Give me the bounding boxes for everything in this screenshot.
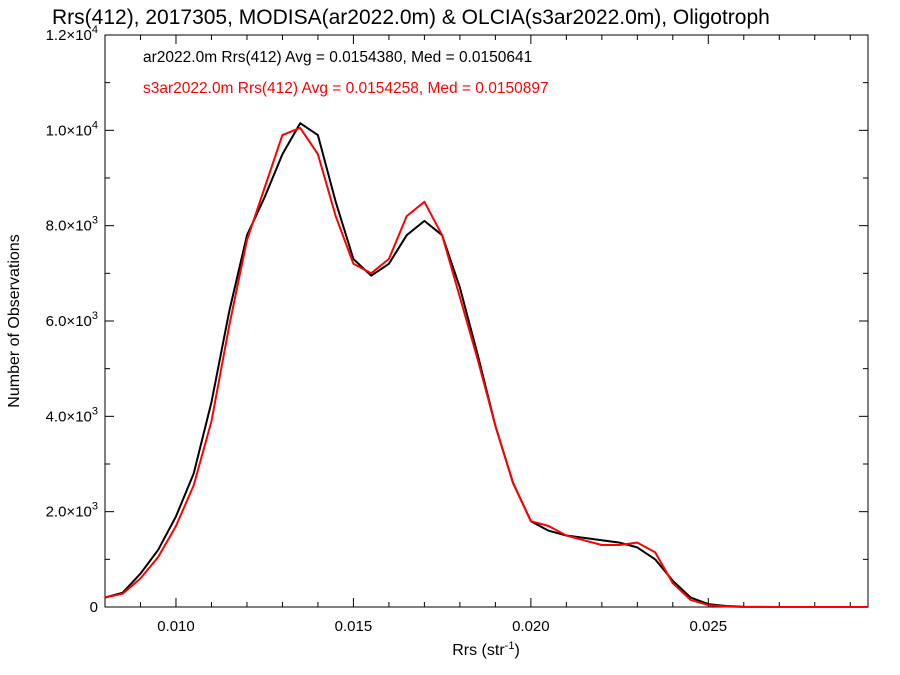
y-tick-label: 6.0×103	[46, 310, 98, 330]
y-tick-label: 0	[90, 599, 98, 616]
series-line-ar2022-0m	[104, 122, 868, 608]
x-tick-label: 0.015	[335, 618, 373, 635]
y-tick-label: 8.0×103	[46, 215, 98, 235]
y-tick-label: 1.0×104	[46, 119, 98, 139]
x-tick-labels: 0.010 0.015 0.020 0.025	[157, 618, 727, 635]
y-tick-label: 1.2×104	[46, 24, 98, 44]
y-axis-title: Number of Observations	[6, 234, 23, 407]
chart-title: Rrs(412), 2017305, MODISA(ar2022.0m) & O…	[52, 6, 770, 29]
legend-annotation-ar2022: ar2022.0m Rrs(412) Avg = 0.0154380, Med …	[143, 49, 532, 66]
axis-ticks	[104, 34, 868, 608]
x-tick-label: 0.025	[690, 618, 728, 635]
plot-frame	[104, 34, 869, 608]
x-tick-label: 0.020	[512, 618, 550, 635]
x-axis-title: Rrs (str-1)	[452, 640, 520, 659]
series-lines	[104, 122, 868, 608]
legend-annotation-s3ar2022: s3ar2022.0m Rrs(412) Avg = 0.0154258, Me…	[143, 80, 549, 97]
y-tick-labels: 0 2.0×103 4.0×103 6.0×103 8.0×103 1.0×104 1.2×…	[46, 24, 98, 616]
x-tick-label: 0.010	[157, 618, 195, 635]
y-tick-label: 4.0×103	[46, 405, 98, 425]
series-line-s3ar2022-0m	[104, 126, 868, 608]
y-tick-label: 2.0×103	[46, 501, 98, 521]
